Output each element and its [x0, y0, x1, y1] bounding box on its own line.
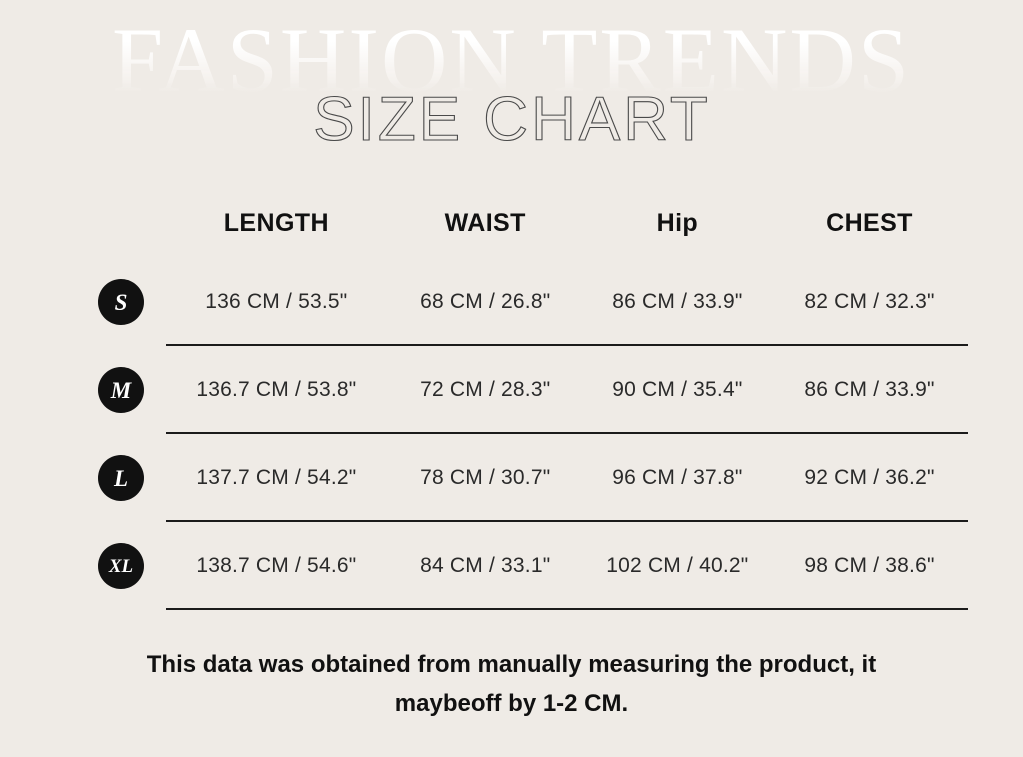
size-chart-title-svg: SIZE CHART — [312, 84, 710, 154]
size-chart-title-text: SIZE CHART — [313, 85, 710, 154]
watermark-fashion-trends: FASHION TRENDS — [0, 14, 1023, 106]
size-badge-xl: XL — [98, 543, 144, 589]
size-badge-s: S — [98, 279, 144, 325]
cell-hip: 86 CM / 33.9" — [612, 290, 743, 313]
cell-length: 138.7 CM / 54.6" — [196, 554, 357, 577]
cell-length: 137.7 CM / 54.2" — [196, 466, 357, 489]
table-body: S 136 CM / 53.5" 68 CM / 26.8" 86 CM / 3… — [98, 258, 968, 610]
cell-waist: 68 CM / 26.8" — [420, 290, 551, 313]
cell-hip: 102 CM / 40.2" — [606, 554, 749, 577]
size-chart-table: LENGTH WAIST Hip CHEST S 136 CM / 53.5" … — [98, 180, 968, 610]
table-header-row: LENGTH WAIST Hip CHEST — [98, 180, 968, 238]
size-badge-m: M — [98, 367, 144, 413]
cell-chest: 86 CM / 33.9" — [804, 378, 935, 401]
column-header-hip: Hip — [656, 209, 699, 237]
table-row: M 136.7 CM / 53.8" 72 CM / 28.3" 90 CM /… — [98, 346, 968, 434]
cell-chest: 92 CM / 36.2" — [804, 466, 935, 489]
cell-waist: 84 CM / 33.1" — [420, 554, 551, 577]
disclaimer-line-2: maybeoff by 1-2 CM. — [394, 689, 629, 717]
cell-hip: 90 CM / 35.4" — [612, 378, 743, 401]
table-row: L 137.7 CM / 54.2" 78 CM / 30.7" 96 CM /… — [98, 434, 968, 522]
cell-length: 136 CM / 53.5" — [205, 290, 348, 313]
cell-chest: 98 CM / 38.6" — [804, 554, 935, 577]
page-title: SIZE CHART — [0, 82, 1023, 160]
cell-waist: 78 CM / 30.7" — [420, 466, 551, 489]
disclaimer-line-1: This data was obtained from manually mea… — [146, 651, 877, 678]
cell-hip: 96 CM / 37.8" — [612, 466, 743, 489]
cell-waist: 72 CM / 28.3" — [420, 378, 551, 401]
cell-chest: 82 CM / 32.3" — [804, 290, 935, 313]
column-header-length: LENGTH — [223, 209, 329, 237]
column-header-chest: CHEST — [826, 209, 913, 237]
cell-length: 136.7 CM / 53.8" — [196, 378, 357, 401]
column-header-waist: WAIST — [444, 209, 526, 237]
measurement-disclaimer: This data was obtained from manually mea… — [60, 646, 963, 724]
table-row: S 136 CM / 53.5" 68 CM / 26.8" 86 CM / 3… — [98, 258, 968, 346]
size-badge-l: L — [98, 455, 144, 501]
table-row: XL 138.7 CM / 54.6" 84 CM / 33.1" 102 CM… — [98, 522, 968, 610]
